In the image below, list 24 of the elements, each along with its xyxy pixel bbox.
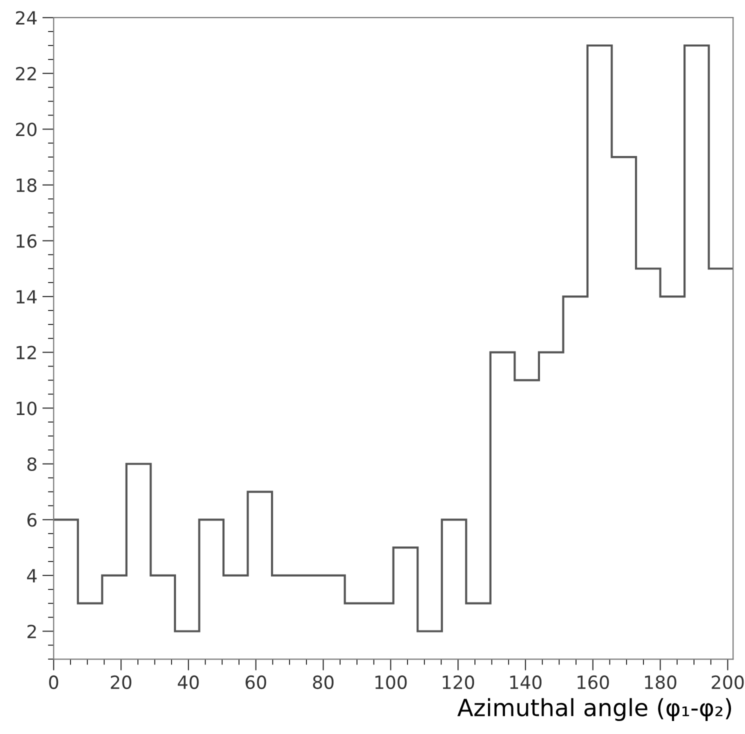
y-tick-label: 4 xyxy=(27,569,37,582)
x-tick-label: 80 xyxy=(312,675,334,690)
x-tick-label: 100 xyxy=(375,675,407,690)
y-tick-label: 20 xyxy=(16,122,36,136)
x-tick-label: 200 xyxy=(712,675,744,690)
x-tick-label: 40 xyxy=(178,675,199,690)
y-tick-label: 6 xyxy=(27,513,37,527)
x-tick-label: 160 xyxy=(578,675,609,690)
y-tick-label: 14 xyxy=(16,290,37,304)
x-tick-label: 20 xyxy=(110,675,132,690)
x-tick-label: 0 xyxy=(49,675,58,690)
x-tick-label: 180 xyxy=(645,675,676,690)
x-axis-title: Azimuthal angle (φ₁-φ₂) xyxy=(457,698,732,721)
x-tick-label: 140 xyxy=(510,675,542,690)
y-tick-label: 22 xyxy=(16,66,36,80)
y-tick-label: 24 xyxy=(16,11,37,24)
y-tick-label: 18 xyxy=(16,178,36,192)
y-tick-label: 2 xyxy=(28,624,36,638)
x-tick-label: 120 xyxy=(442,675,474,690)
y-tick-label: 16 xyxy=(16,234,37,248)
y-tick-label: 12 xyxy=(16,346,36,360)
y-tick-label: 8 xyxy=(27,457,36,472)
x-tick-label: 60 xyxy=(246,675,266,690)
y-tick-label: 10 xyxy=(16,402,36,416)
